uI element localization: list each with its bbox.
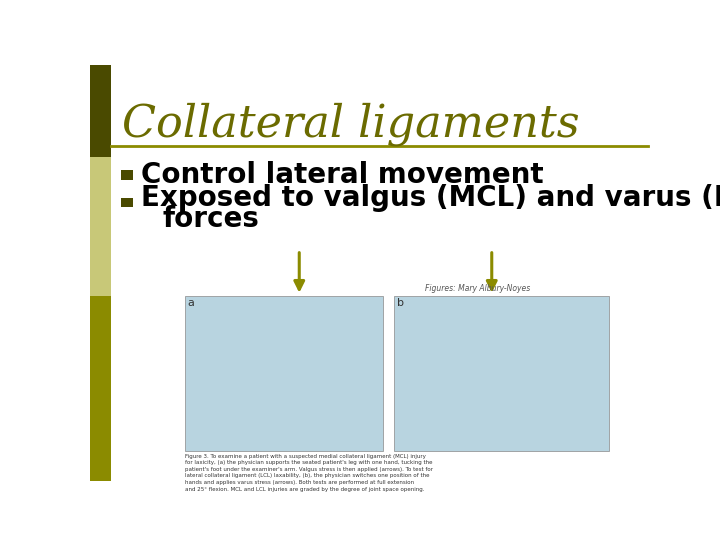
Text: Control lateral movement: Control lateral movement <box>141 161 544 189</box>
Bar <box>90 157 111 295</box>
Bar <box>90 65 111 157</box>
Text: a: a <box>188 298 194 308</box>
Bar <box>185 295 383 451</box>
Text: b: b <box>397 298 404 308</box>
Bar <box>121 171 133 180</box>
Text: Collateral ligaments: Collateral ligaments <box>122 102 580 146</box>
Bar <box>394 295 609 451</box>
Bar <box>90 295 111 481</box>
Text: Exposed to valgus (MCL) and varus (LCL): Exposed to valgus (MCL) and varus (LCL) <box>141 184 720 212</box>
Text: forces: forces <box>163 205 259 233</box>
Bar <box>121 198 133 207</box>
Text: Figures: Mary Albury-Noyes: Figures: Mary Albury-Noyes <box>425 285 530 294</box>
Text: Figure 3. To examine a patient with a suspected medial collateral ligament (MCL): Figure 3. To examine a patient with a su… <box>185 454 433 491</box>
